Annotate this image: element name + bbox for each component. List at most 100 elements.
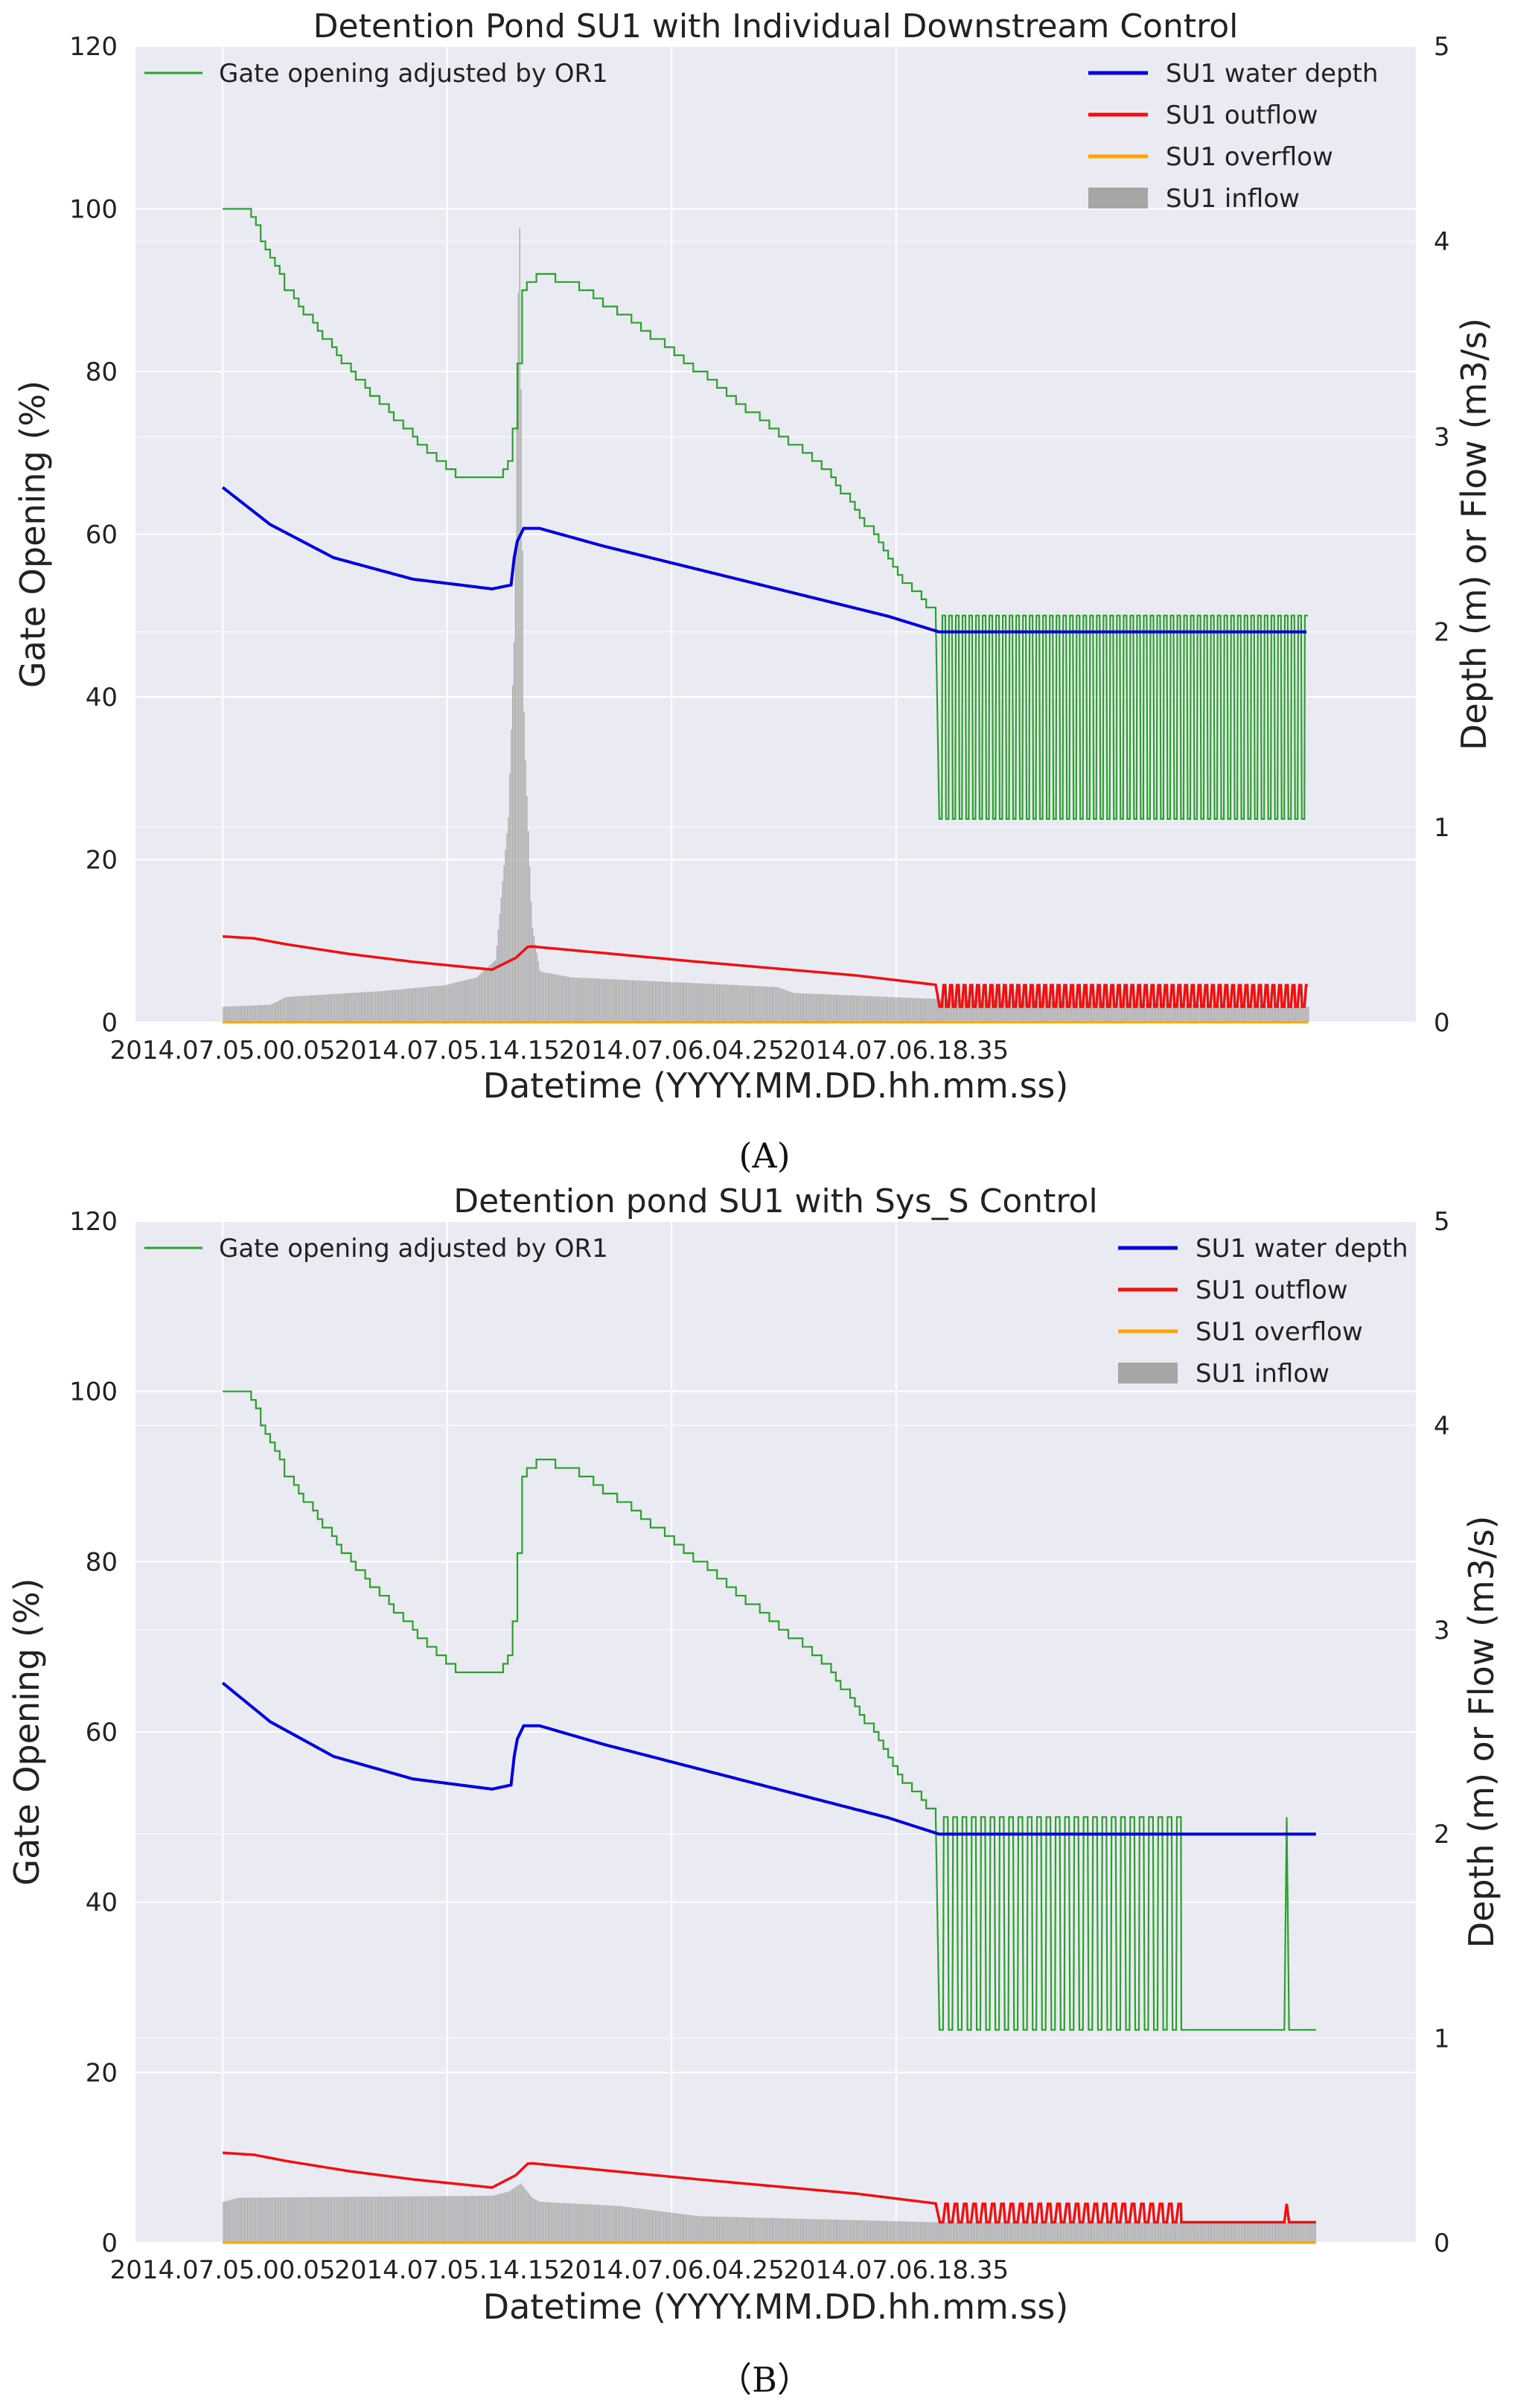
inflow-bar xyxy=(1126,1002,1129,1022)
inflow-bar xyxy=(523,2187,525,2243)
inflow-bar xyxy=(1291,2222,1292,2243)
inflow-bar xyxy=(952,999,954,1022)
inflow-bar xyxy=(646,981,648,1022)
inflow-bar xyxy=(461,981,462,1022)
inflow-bar xyxy=(1140,2222,1143,2243)
inflow-bar xyxy=(264,1004,265,1022)
inflow-bar xyxy=(1178,2222,1180,2243)
y-tick-label: 80 xyxy=(86,1547,118,1577)
inflow-bar xyxy=(841,995,843,1022)
inflow-bar xyxy=(450,2196,452,2243)
inflow-bar xyxy=(961,2222,963,2243)
inflow-bar xyxy=(425,987,427,1022)
inflow-bar xyxy=(433,2196,435,2243)
inflow-bar xyxy=(1163,1003,1165,1022)
inflow-bar xyxy=(749,985,750,1022)
inflow-bar xyxy=(1225,1004,1227,1022)
inflow-bar xyxy=(456,982,458,1022)
inflow-bar xyxy=(1257,2222,1260,2243)
inflow-bar xyxy=(1159,1003,1161,1022)
inflow-bar xyxy=(631,2207,633,2243)
inflow-bar xyxy=(894,997,896,1022)
inflow-bar xyxy=(1277,1006,1280,1022)
inflow-bar xyxy=(785,2218,788,2243)
inflow-bar xyxy=(1042,1001,1044,1022)
inflow-bar xyxy=(319,2197,321,2243)
inflow-bar xyxy=(750,986,752,1022)
inflow-bar xyxy=(1031,1001,1032,1022)
inflow-bar xyxy=(869,2220,872,2243)
inflow-bar xyxy=(432,986,434,1022)
inflow-bar xyxy=(657,2211,659,2243)
inflow-bar xyxy=(902,997,904,1022)
inflow-bar xyxy=(612,979,613,1022)
inflow-bar xyxy=(700,2216,702,2243)
inflow-bar xyxy=(888,996,890,1022)
inflow-bar xyxy=(1173,2222,1175,2243)
inflow-bar xyxy=(459,2196,461,2243)
inflow-bar xyxy=(1248,2222,1249,2243)
inflow-bar xyxy=(363,992,366,1022)
inflow-bar xyxy=(1035,1001,1037,1022)
inflow-bar xyxy=(662,2211,663,2243)
inflow-bar xyxy=(961,999,963,1022)
inflow-bar xyxy=(1022,2222,1024,2243)
inflow-bar xyxy=(1221,2222,1222,2243)
inflow-bar xyxy=(238,1006,240,1022)
inflow-bar xyxy=(1088,1001,1090,1022)
inflow-bar xyxy=(543,2202,545,2243)
inflow-bar xyxy=(1101,1002,1102,1022)
inflow-bar xyxy=(747,985,749,1022)
legend-item-gate: Gate opening adjusted by OR1 xyxy=(219,59,608,89)
inflow-bar xyxy=(907,2221,908,2243)
inflow-bar xyxy=(636,980,637,1022)
inflow-bar xyxy=(972,999,974,1022)
inflow-bar xyxy=(710,984,712,1022)
inflow-bar xyxy=(919,998,922,1022)
inflow-bar xyxy=(813,2219,814,2243)
inflow-bar xyxy=(1118,1002,1120,1022)
inflow-bar xyxy=(459,981,461,1022)
inflow-bar xyxy=(1155,2222,1157,2243)
inflow-bar xyxy=(1037,2222,1038,2243)
inflow-bar xyxy=(596,2205,598,2243)
inflow-bar xyxy=(955,999,957,1022)
inflow-bar xyxy=(268,2197,269,2243)
inflow-bar xyxy=(816,993,817,1022)
y-axis-label-left: Gate Opening (%) xyxy=(7,1578,47,1885)
inflow-bar xyxy=(433,986,435,1022)
inflow-bar xyxy=(910,998,911,1022)
inflow-bar xyxy=(415,2196,417,2243)
inflow-bar xyxy=(1109,2222,1111,2243)
inflow-bar xyxy=(858,996,860,1022)
inflow-bar xyxy=(1172,1004,1174,1022)
inflow-bar xyxy=(969,999,971,1022)
inflow-bar xyxy=(617,979,619,1022)
inflow-bar xyxy=(346,993,348,1022)
inflow-bar xyxy=(623,2206,625,2243)
inflow-bar xyxy=(747,2217,749,2243)
inflow-bar xyxy=(419,987,421,1022)
inflow-bar xyxy=(482,2195,484,2243)
inflow-bar xyxy=(1081,1001,1082,1022)
inflow-bar xyxy=(817,994,819,1022)
inflow-bar xyxy=(919,2221,922,2243)
inflow-bar xyxy=(436,986,438,1022)
inflow-bar xyxy=(1121,1002,1123,1022)
inflow-bar xyxy=(1303,1006,1305,1022)
inflow-bar xyxy=(1098,2222,1099,2243)
inflow-bar xyxy=(729,984,730,1022)
inflow-bar xyxy=(830,2219,831,2243)
inflow-bar xyxy=(567,2203,569,2243)
inflow-bar xyxy=(1226,2222,1228,2243)
inflow-bar xyxy=(1185,2222,1187,2243)
inflow-bar xyxy=(478,2196,479,2243)
inflow-bar xyxy=(480,2196,482,2243)
inflow-bar xyxy=(389,990,391,1022)
inflow-bar xyxy=(764,2217,766,2243)
y-axis-label-right: Depth (m) or Flow (m3/s) xyxy=(1461,1516,1501,1949)
inflow-bar xyxy=(324,994,325,1022)
inflow-bar xyxy=(703,983,705,1022)
inflow-bar xyxy=(366,992,368,1022)
